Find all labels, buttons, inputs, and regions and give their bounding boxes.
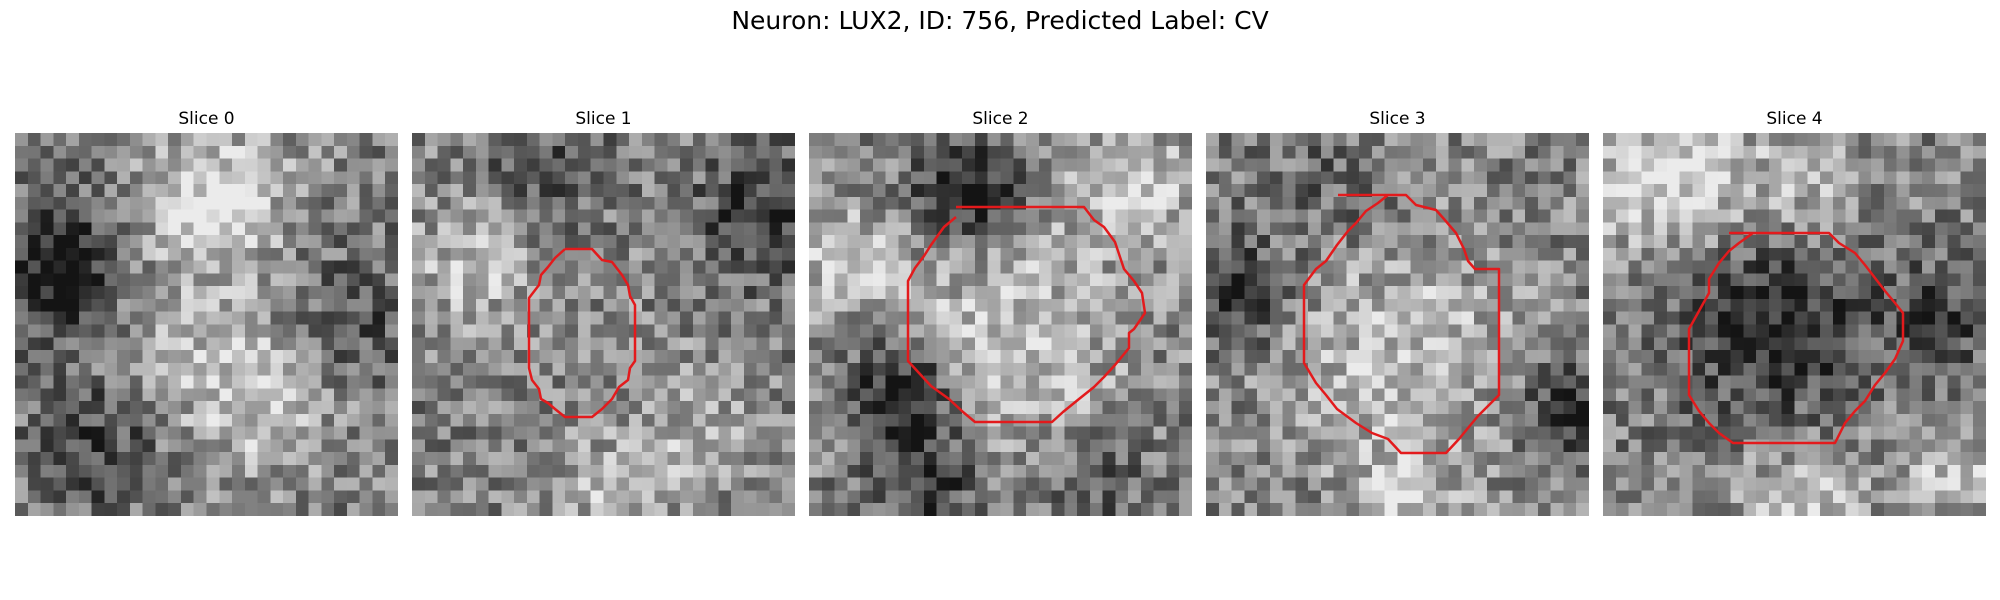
slice-title-2: Slice 2 (972, 109, 1029, 129)
slice-title-3: Slice 3 (1369, 109, 1426, 129)
slice-title-0: Slice 0 (178, 109, 235, 129)
slice-panel-2: Slice 2 (809, 0, 1192, 600)
figure-title: Neuron: LUX2, ID: 756, Predicted Label: … (731, 6, 1269, 35)
slice-panel-3: Slice 3 (1206, 0, 1589, 600)
slice-image-1 (412, 133, 795, 516)
slice-image-3 (1206, 133, 1589, 516)
slice-title-1: Slice 1 (575, 109, 632, 129)
slice-title-4: Slice 4 (1766, 109, 1823, 129)
slice-image-0 (15, 133, 398, 516)
slice-image-4 (1603, 133, 1986, 516)
slice-panel-1: Slice 1 (412, 0, 795, 600)
slice-panel-0: Slice 0 (15, 0, 398, 600)
slice-image-2 (809, 133, 1192, 516)
slice-panel-4: Slice 4 (1603, 0, 1986, 600)
